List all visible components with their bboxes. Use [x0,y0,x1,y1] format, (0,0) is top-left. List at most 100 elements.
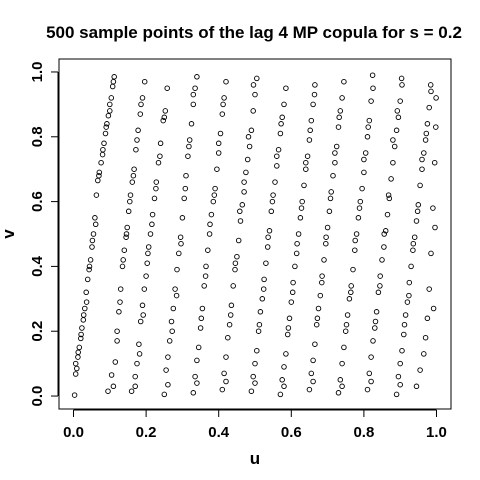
data-point [105,112,112,119]
data-point [108,95,115,101]
data-point [206,231,213,237]
data-point [277,130,284,137]
data-point [120,257,126,263]
data-point [244,156,251,163]
data-point [248,127,255,134]
data-point [92,215,98,221]
data-point [303,166,309,172]
data-point [361,156,367,163]
x-axis-title: u [250,449,260,468]
data-point [170,305,177,312]
data-point [419,156,425,163]
data-point [399,347,405,354]
x-tick-label: 0.2 [136,424,157,441]
data-point [192,373,198,380]
data-point [178,240,184,247]
data-point [116,309,122,315]
data-point [199,305,206,312]
data-point [381,244,387,250]
data-point [308,117,315,124]
data-point [82,305,88,312]
y-axis-title: v [0,229,18,239]
data-point [151,195,158,202]
data-point [385,192,392,198]
data-point [104,121,110,127]
data-point [274,163,280,169]
data-point [123,231,130,237]
data-point [314,315,321,322]
data-point [362,150,369,156]
data-point [259,296,266,302]
data-point [123,234,129,240]
data-point [111,74,117,80]
data-point [108,372,115,378]
data-point [165,354,171,360]
data-point [344,312,351,318]
data-point [266,228,273,234]
data-point [186,143,192,150]
data-point [426,104,432,111]
data-point [368,98,374,104]
data-point [78,335,84,342]
data-point [197,325,204,331]
data-point [219,386,226,393]
data-point [235,237,242,244]
data-point [355,215,362,221]
data-point [155,159,162,166]
data-point [230,283,236,289]
data-point [160,117,166,124]
data-point [138,101,144,108]
data-point [303,159,309,166]
data-point [76,344,83,351]
data-point [99,151,106,158]
data-point [397,98,403,104]
data-point [399,82,405,88]
data-point [279,114,285,121]
data-point [232,266,238,273]
data-point [141,286,148,292]
data-point [433,95,439,101]
data-point [401,331,407,338]
data-point [265,234,271,240]
data-point [188,121,195,127]
data-point [324,224,331,231]
y-tick-label: 0.6 [29,191,46,212]
data-point [174,266,180,273]
data-point [379,257,385,263]
data-point [284,331,291,338]
data-point [323,234,329,240]
data-point [390,137,396,143]
data-point [223,354,229,360]
data-point [219,111,226,117]
data-point [139,95,146,101]
data-point [341,78,347,85]
data-point [394,108,401,114]
y-axis: 0.0 0.2 0.4 0.6 0.8 1.0 [29,62,59,406]
data-point [198,315,205,322]
data-point [173,292,180,299]
data-point [428,250,434,257]
data-point [361,169,367,176]
data-point [424,121,431,127]
data-point [319,273,325,279]
data-point [414,208,421,215]
data-point [254,75,260,82]
data-point [285,325,292,331]
data-point [205,247,211,253]
data-point [373,309,380,315]
data-point [221,95,227,101]
data-point [426,286,432,292]
data-point [190,390,197,396]
data-point [145,244,152,250]
data-point [207,221,213,228]
data-point [163,367,169,373]
data-point [404,299,411,305]
data-point [381,231,387,237]
data-point [326,208,333,215]
data-point [134,137,140,143]
data-point [117,286,124,292]
data-point [250,108,256,114]
data-point [90,231,97,237]
data-point [390,159,396,166]
data-point [274,153,280,159]
